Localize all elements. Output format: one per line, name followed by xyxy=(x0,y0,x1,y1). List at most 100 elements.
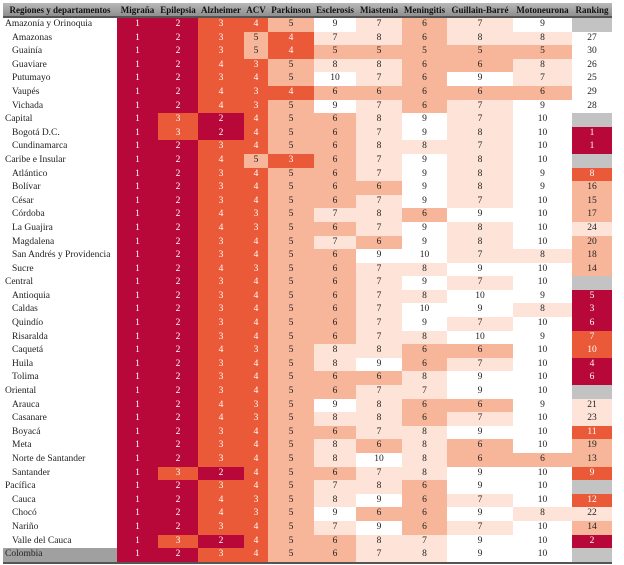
heat-cell: 2 xyxy=(158,208,198,222)
heat-cell: 8 xyxy=(314,493,356,508)
heat-cell: 2 xyxy=(158,303,198,318)
heat-cell: 8 xyxy=(447,221,513,236)
heat-cell: 1 xyxy=(117,58,158,73)
heat-cell: 3 xyxy=(244,412,268,426)
department-row: Guaviare 1 2 4 3 5 8 8 6 6 8 26 xyxy=(3,58,612,73)
heat-cell: 1 xyxy=(117,126,158,141)
department-row: Valle del Cauca 1 3 2 4 5 6 8 7 9 10 2 xyxy=(3,534,612,549)
heat-cell: 4 xyxy=(244,520,268,535)
heat-cell: 3 xyxy=(158,534,198,549)
heat-cell: 1 xyxy=(117,276,158,290)
heat-cell: 5 xyxy=(268,493,314,508)
column-header: Parkinson xyxy=(268,3,314,18)
ranking-cell xyxy=(572,153,612,168)
heat-cell: 4 xyxy=(268,31,314,46)
department-row: San Andrés y Providencia 1 2 3 4 5 6 9 10 7 8 18 xyxy=(3,249,612,263)
heat-cell: 4 xyxy=(198,85,244,100)
heat-cell: 2 xyxy=(158,99,198,114)
heat-cell: 6 xyxy=(314,85,356,100)
heat-cell: 5 xyxy=(268,385,314,399)
heat-cell: 9 xyxy=(402,181,447,195)
row-label: Nariño xyxy=(12,521,39,532)
ranking-cell: 26 xyxy=(572,58,612,73)
heat-cell: 9 xyxy=(513,181,572,195)
heat-cell: 4 xyxy=(244,276,268,290)
heat-cell: 6 xyxy=(356,235,402,250)
heat-cell: 5 xyxy=(268,58,314,73)
country-row: Colombia 1 2 3 4 5 6 7 8 9 10 xyxy=(3,548,612,564)
heat-cell: 4 xyxy=(244,72,268,86)
heat-cell: 8 xyxy=(402,439,447,453)
heat-cell: 5 xyxy=(268,371,314,386)
heat-cell: 6 xyxy=(402,357,447,372)
heat-cell: 7 xyxy=(356,99,402,114)
heat-cell: 4 xyxy=(244,466,268,481)
heat-cell: 10 xyxy=(513,385,572,399)
ranking-cell: 1 xyxy=(572,140,612,154)
heat-cell: 1 xyxy=(117,208,158,222)
heat-cell: 6 xyxy=(447,398,513,413)
heat-cell: 4 xyxy=(244,17,268,32)
department-row: Sucre 1 2 4 3 5 6 7 8 9 10 14 xyxy=(3,262,612,277)
ranking-cell xyxy=(572,113,612,127)
heat-cell: 2 xyxy=(158,480,198,494)
heat-cell: 1 xyxy=(117,72,158,86)
heat-cell: 5 xyxy=(268,167,314,182)
row-label: Magdalena xyxy=(12,236,55,247)
heat-cell: 7 xyxy=(447,412,513,426)
heat-cell: 2 xyxy=(158,520,198,535)
heat-cell: 9 xyxy=(447,262,513,277)
heat-cell: 6 xyxy=(402,31,447,46)
ranking-cell: 16 xyxy=(572,181,612,195)
heat-cell: 10 xyxy=(513,317,572,331)
department-row: Santander 1 3 2 4 5 6 7 8 9 10 9 xyxy=(3,466,612,481)
heat-cell: 7 xyxy=(314,480,356,494)
heat-cell: 3 xyxy=(198,140,244,154)
heat-cell: 4 xyxy=(198,493,244,508)
heat-cell: 5 xyxy=(268,480,314,494)
heat-cell: 6 xyxy=(447,58,513,73)
heat-cell: 2 xyxy=(158,412,198,426)
heat-cell: 5 xyxy=(268,113,314,127)
row-label: Bolívar xyxy=(12,182,41,193)
heat-cell: 4 xyxy=(244,194,268,209)
heatmap-table: Regiones y departamentos Migraña Epilepsia… xyxy=(3,3,612,564)
ranking-cell: 28 xyxy=(572,99,612,114)
department-row: Cauca 1 2 4 3 5 8 9 6 7 10 12 xyxy=(3,493,612,508)
ranking-cell: 13 xyxy=(572,453,612,467)
row-label: Meta xyxy=(12,440,32,451)
heat-cell: 8 xyxy=(447,153,513,168)
department-row: Antioquia 1 2 3 4 5 6 7 8 10 9 5 xyxy=(3,289,612,304)
row-label: Atlántico xyxy=(12,168,48,179)
heat-cell: 7 xyxy=(356,466,402,481)
heat-cell: 7 xyxy=(356,262,402,277)
column-header: Migraña xyxy=(117,3,158,18)
heat-cell: 10 xyxy=(513,235,572,250)
heat-cell: 7 xyxy=(356,289,402,304)
heat-cell: 4 xyxy=(244,249,268,263)
row-label: Cundinamarca xyxy=(12,141,68,152)
heat-cell: 6 xyxy=(402,344,447,358)
ranking-cell: 21 xyxy=(572,398,612,413)
heat-cell: 10 xyxy=(513,344,572,358)
heat-cell: 4 xyxy=(198,507,244,521)
heat-cell: 6 xyxy=(402,208,447,222)
heat-cell: 1 xyxy=(117,344,158,358)
heat-cell: 7 xyxy=(356,385,402,399)
heat-cell: 1 xyxy=(117,480,158,494)
heat-cell: 3 xyxy=(198,425,244,440)
heat-cell: 6 xyxy=(356,371,402,386)
heat-cell: 2 xyxy=(158,289,198,304)
column-header: ACV xyxy=(244,3,268,18)
heat-cell: 7 xyxy=(356,221,402,236)
row-label: Sucre xyxy=(12,263,34,274)
heat-cell: 8 xyxy=(447,167,513,182)
heat-cell: 4 xyxy=(244,181,268,195)
heat-cell: 4 xyxy=(244,289,268,304)
heat-cell: 7 xyxy=(356,425,402,440)
heat-cell: 9 xyxy=(402,194,447,209)
heat-cell: 4 xyxy=(198,58,244,73)
heat-cell: 9 xyxy=(356,520,402,535)
department-row: Córdoba 1 2 4 3 5 7 8 6 9 10 17 xyxy=(3,208,612,222)
department-row: Bolívar 1 2 3 4 5 6 6 9 8 9 16 xyxy=(3,181,612,195)
